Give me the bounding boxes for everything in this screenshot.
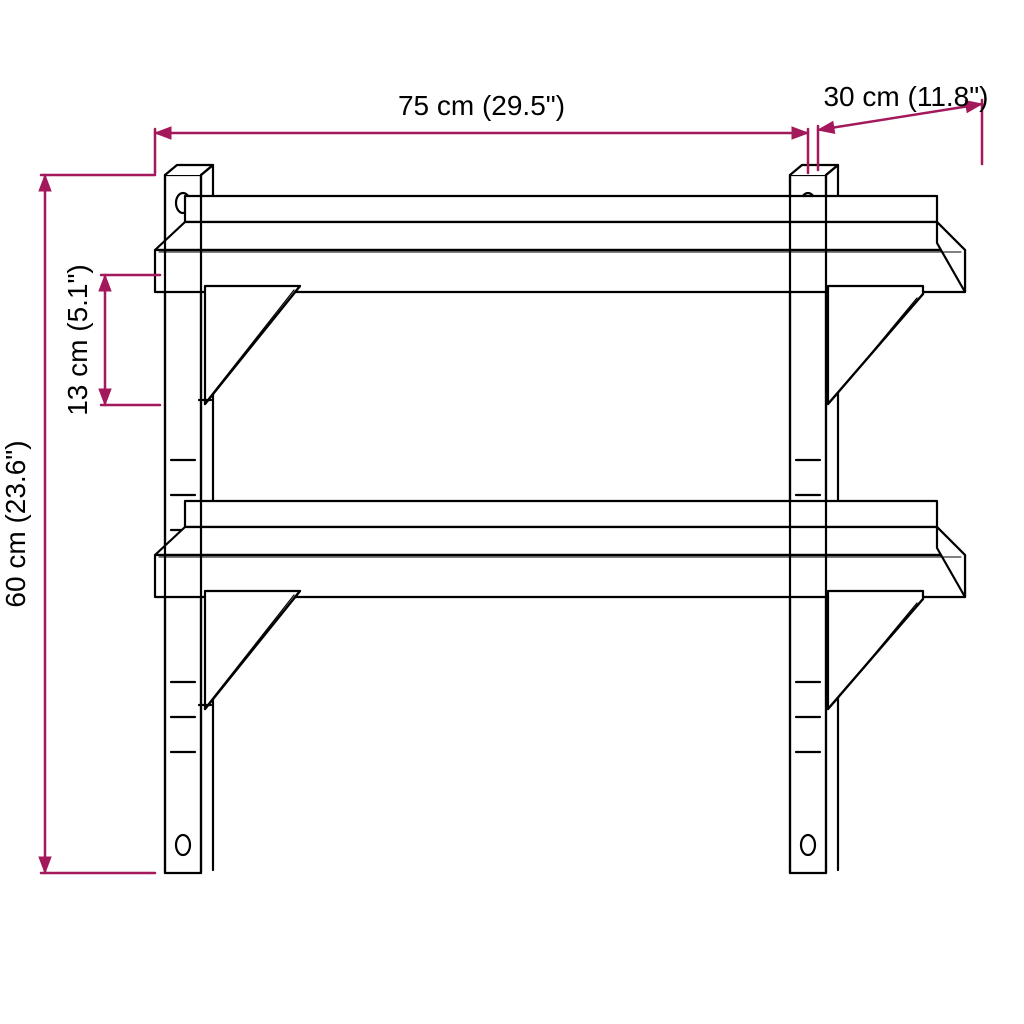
dimension-bracket-label: 13 cm (5.1") xyxy=(62,264,93,416)
dimension-height-label: 60 cm (23.6") xyxy=(0,440,31,607)
dimension-width-label: 75 cm (29.5") xyxy=(398,90,565,121)
dimension-depth-label: 30 cm (11.8") xyxy=(823,81,988,112)
